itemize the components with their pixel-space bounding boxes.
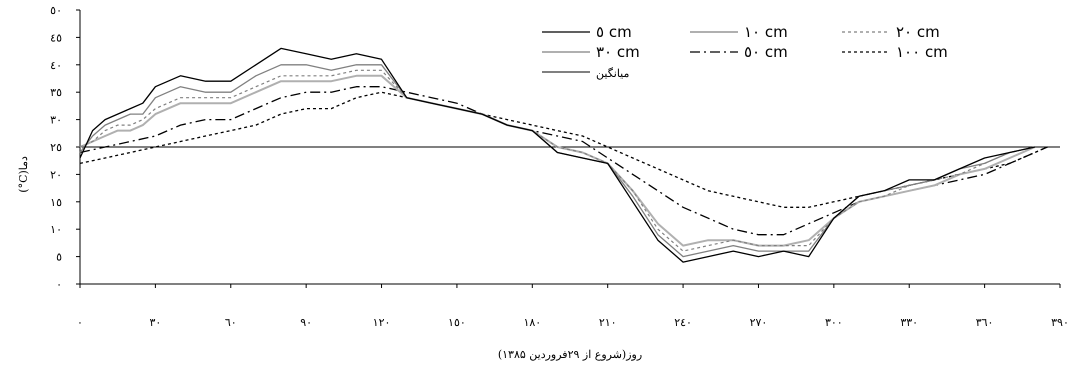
x-tick-label: ٠ [77,316,83,329]
y-tick-label: ٣٠ [50,114,62,127]
series-line-0 [79,47,1036,263]
y-tick-label: ٥ [56,251,62,264]
y-tick-label: ٢٥ [50,141,62,154]
y-tick-label: ٠ [56,278,62,291]
legend-label: ٥٠ cm [744,43,788,61]
x-tick-label: ٩٠ [300,316,312,329]
legend-label: ٣٠ cm [596,43,640,61]
y-axis-label: دما(C°) [17,156,30,193]
series-line-1 [79,64,1036,258]
legend-label: ٢٠ cm [896,23,940,41]
y-tick-label: ٢٠ [50,168,62,181]
legend-label: میانگین [596,67,630,80]
x-tick-label: ١٨٠ [523,316,541,329]
y-tick-label: ١٠ [50,223,62,236]
x-tick-label: ٢٧٠ [750,316,768,329]
x-tick-label: ٣٠ [149,316,161,329]
x-tick-label: ٦٠ [225,316,237,329]
series-line-4 [79,86,1048,236]
legend-label: ١٠٠ cm [896,43,948,61]
chart-legend: ٥ cm ١٠ cm ٢٠ cm ٣٠ cm ٥٠ cm ١٠٠ cm میانگین [542,23,948,80]
series-line-3 [79,74,1036,247]
x-tick-label: ٢٤٠ [674,316,692,329]
x-tick-label: ٣٩٠ [1051,316,1069,329]
legend-label: ١٠ cm [744,23,788,41]
y-tick-label: ٤٥ [50,31,62,44]
x-tick-label: ١٢٠ [373,316,391,329]
y-tick-label: ١٥ [50,196,62,209]
legend-label: ٥ cm [596,23,632,41]
y-ticks: ٠ ٥ ١٠ ١٥ ٢٠ ٢٥ ٣٠ ٣٥ ٤٠ ٤٥ ٥٠ [50,4,80,291]
x-axis-label: روز(شروع از ۲۹فروردین ۱۳۸۵) [498,348,642,361]
series-line-5 [79,91,1048,208]
x-tick-label: ٣٦٠ [976,316,994,329]
x-tick-label: ٣٠٠ [825,316,843,329]
x-tick-label: ٢١٠ [599,316,617,329]
y-tick-label: ٤٠ [50,59,62,72]
x-ticks: ٠ ٣٠ ٦٠ ٩٠ ١٢٠ ١٥٠ ١٨٠ ٢١٠ ٢٤٠ ٢٧٠ ٣٠٠ ٣٣٠ ٣٦٠ ٣٩٠ [77,284,1069,329]
x-tick-label: ٣٣٠ [900,316,918,329]
x-tick-label: ١٥٠ [448,316,466,329]
y-tick-label: ٥٠ [50,4,62,17]
series-layer [79,47,1060,263]
y-tick-label: ٣٥ [50,86,62,99]
series-line-2 [79,69,1036,252]
